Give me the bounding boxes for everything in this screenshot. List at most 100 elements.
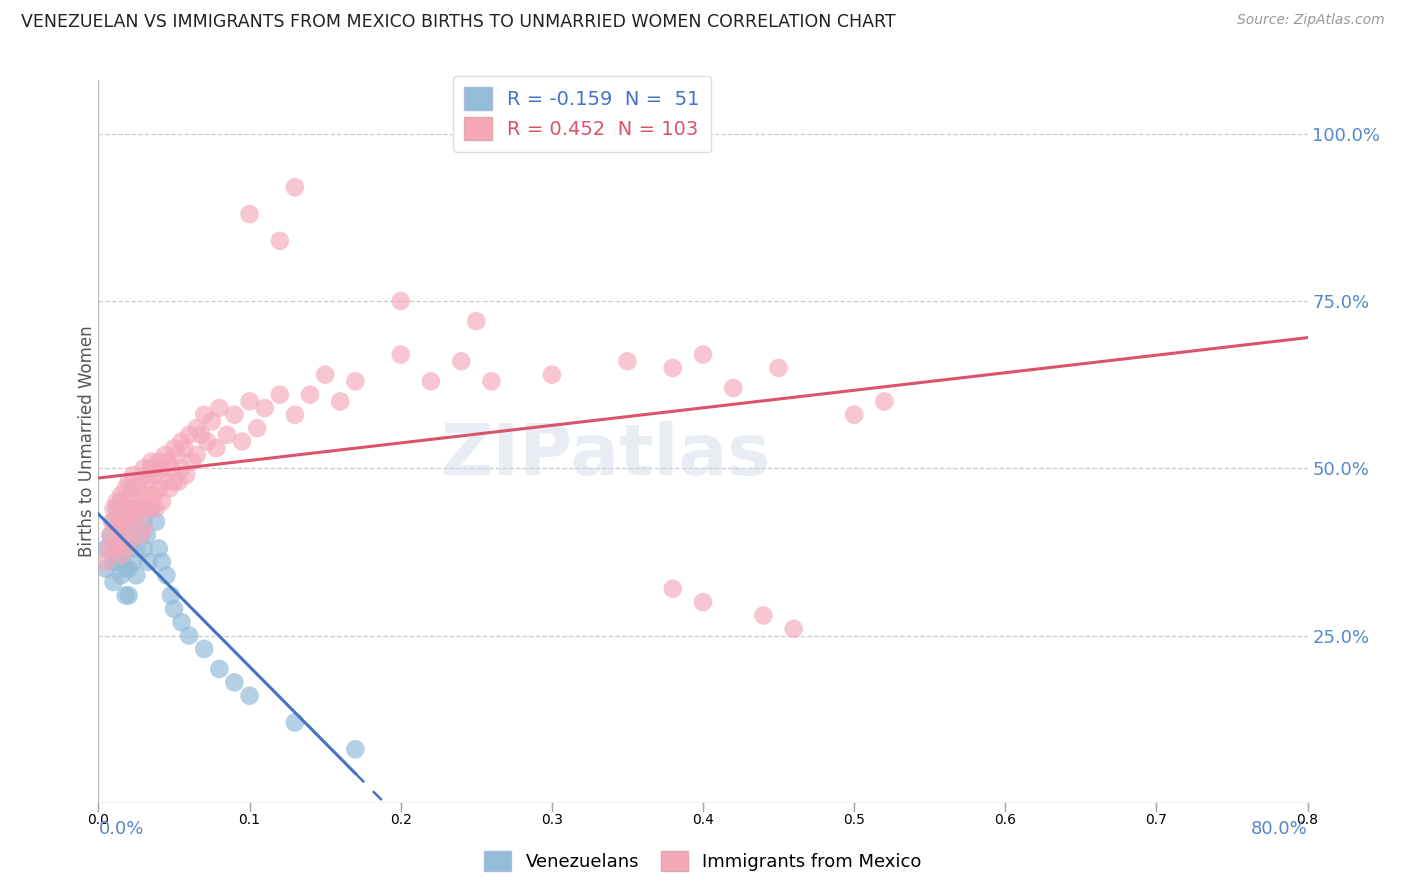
Point (163, 442, 186, 455)
Point (205, 442, 228, 455)
Point (132, 461, 155, 475)
Point (166, 448, 188, 462)
Point (122, 555, 145, 569)
Point (107, 508, 129, 523)
Point (450, 354, 472, 368)
Point (118, 562, 141, 576)
Point (190, 427, 212, 442)
Point (132, 541, 155, 556)
Legend: Venezuelans, Immigrants from Mexico: Venezuelans, Immigrants from Mexico (477, 844, 929, 879)
Point (160, 589, 183, 603)
Point (129, 528, 152, 542)
Text: Source: ZipAtlas.com: Source: ZipAtlas.com (1237, 13, 1385, 28)
Point (118, 534, 141, 549)
Point (107, 541, 129, 556)
Point (284, 180, 307, 194)
Point (193, 642, 215, 657)
Point (112, 528, 135, 542)
Point (661, 582, 683, 596)
Point (103, 501, 125, 516)
Point (114, 562, 136, 576)
Point (299, 387, 322, 401)
Point (201, 414, 224, 429)
Point (159, 482, 181, 496)
Point (118, 501, 141, 516)
Point (129, 501, 152, 516)
Point (114, 589, 136, 603)
Point (208, 662, 231, 676)
Point (150, 494, 173, 508)
Point (269, 387, 291, 401)
Point (121, 534, 143, 549)
Point (111, 501, 134, 516)
Point (420, 375, 443, 389)
Point (103, 515, 125, 529)
Point (136, 475, 159, 489)
Point (110, 488, 132, 502)
Point (114, 541, 136, 556)
Point (136, 555, 159, 569)
Text: ZIPatlas: ZIPatlas (441, 422, 772, 491)
Point (174, 467, 197, 482)
Point (329, 394, 352, 409)
Point (128, 475, 150, 489)
Point (114, 482, 136, 496)
Point (110, 515, 132, 529)
Point (145, 467, 167, 482)
Point (661, 361, 683, 376)
Point (170, 461, 193, 475)
Point (768, 361, 790, 376)
Point (284, 408, 307, 422)
Point (156, 455, 179, 469)
Point (128, 501, 150, 516)
Point (121, 508, 143, 523)
Point (186, 448, 208, 462)
Point (142, 461, 165, 475)
Point (253, 401, 276, 416)
Point (145, 501, 167, 516)
Point (129, 528, 152, 542)
Point (224, 408, 246, 422)
Point (141, 455, 163, 469)
Point (121, 515, 143, 529)
Point (110, 521, 132, 535)
Point (148, 482, 170, 496)
Point (344, 742, 367, 756)
Point (94, 541, 117, 556)
Point (110, 568, 132, 582)
Point (111, 548, 134, 563)
Point (389, 348, 412, 362)
Point (141, 488, 163, 502)
Point (193, 408, 215, 422)
Point (121, 488, 143, 502)
Point (135, 501, 157, 516)
Point (540, 368, 562, 382)
Point (118, 589, 141, 603)
Point (94, 555, 117, 569)
Point (127, 494, 149, 508)
Point (148, 455, 170, 469)
Point (135, 528, 157, 542)
Point (224, 675, 246, 690)
Point (314, 368, 336, 382)
Point (132, 488, 155, 502)
Point (150, 555, 173, 569)
Point (112, 515, 135, 529)
Point (122, 467, 145, 482)
Point (105, 534, 128, 549)
Point (103, 541, 125, 556)
Point (344, 375, 367, 389)
Point (98, 541, 121, 556)
Point (215, 427, 238, 442)
Point (122, 501, 145, 516)
Point (181, 455, 204, 469)
Point (163, 475, 186, 489)
Point (783, 622, 806, 636)
Point (873, 394, 896, 409)
Point (100, 528, 122, 542)
Point (170, 434, 193, 449)
Point (125, 482, 148, 496)
Point (110, 494, 132, 508)
Point (239, 689, 262, 703)
Point (118, 534, 141, 549)
